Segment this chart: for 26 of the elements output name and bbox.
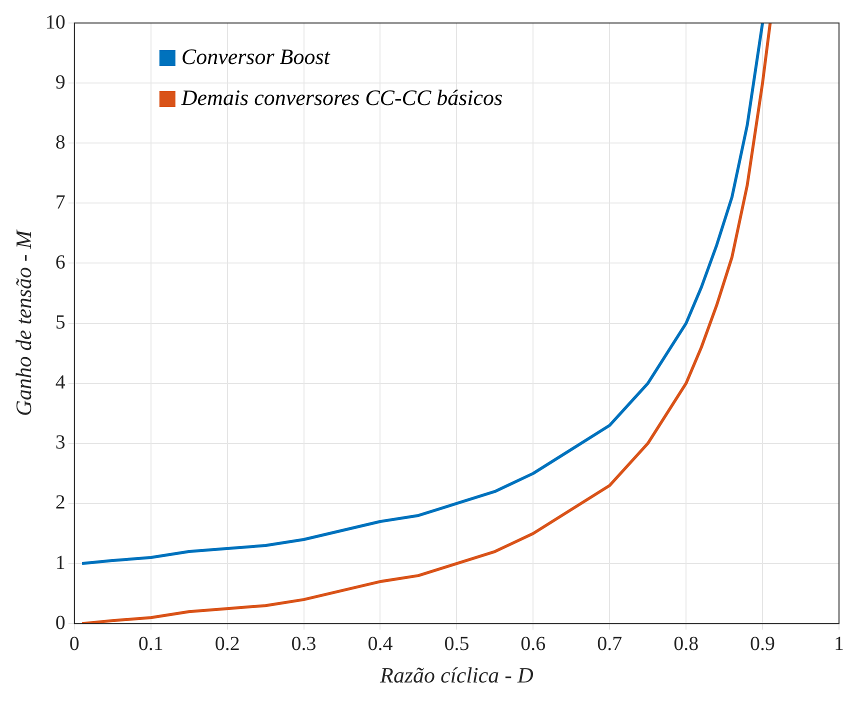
y-tick-label: 8 <box>55 131 66 154</box>
y-axis-title: Ganho de tensão - M <box>10 228 36 416</box>
x-tick-label: 0.4 <box>368 632 393 655</box>
y-tick-label: 7 <box>55 191 66 214</box>
y-tick-label: 9 <box>55 71 66 94</box>
y-tick-label: 1 <box>55 552 66 574</box>
y-tick-label: 0 <box>55 612 66 634</box>
legend-label: Conversor Boost <box>181 44 331 69</box>
x-tick-label: 0.2 <box>214 632 240 655</box>
y-tick-label: 6 <box>55 251 66 274</box>
x-tick-label: 1 <box>834 632 844 655</box>
y-tick-label: 3 <box>55 432 66 454</box>
x-tick-label: 0.6 <box>520 632 546 655</box>
x-tick-label: 0 <box>69 632 80 655</box>
x-tick-label: 0.5 <box>444 632 470 655</box>
x-axis-title: Razão cíclica - D <box>379 662 534 688</box>
x-tick-label: 0.9 <box>750 632 776 655</box>
legend-label: Demais conversores CC-CC básicos <box>180 84 503 110</box>
y-tick-label: 10 <box>45 11 66 34</box>
x-tick-label: 0.1 <box>138 632 164 655</box>
x-tick-label: 0.7 <box>597 632 622 655</box>
y-tick-label: 5 <box>55 312 66 334</box>
y-tick-label: 2 <box>55 492 66 514</box>
x-tick-label: 0.8 <box>674 632 699 655</box>
x-tick-label: 0.3 <box>291 632 316 655</box>
y-tick-label: 4 <box>55 372 66 394</box>
